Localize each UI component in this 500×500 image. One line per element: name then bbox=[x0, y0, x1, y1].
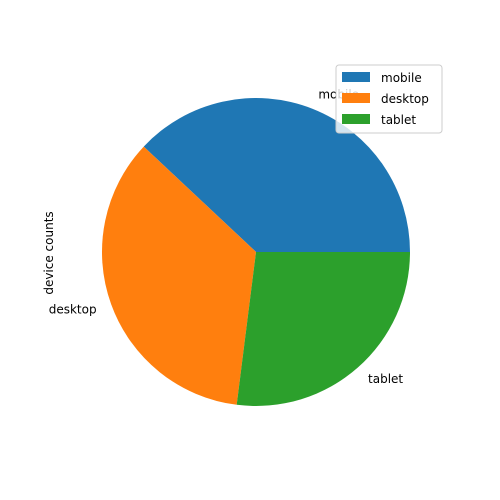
pie-slice-desktop bbox=[101, 146, 256, 405]
pie-slice-tablet bbox=[236, 252, 410, 407]
pie-slice-mobile bbox=[143, 98, 411, 252]
legend-label-desktop: desktop bbox=[381, 92, 429, 106]
legend-swatch-mobile bbox=[342, 72, 370, 82]
y-axis-label: device counts bbox=[42, 211, 56, 294]
legend-items: mobile desktop tablet bbox=[342, 71, 429, 127]
legend: mobile desktop tablet bbox=[335, 64, 443, 134]
slice-label-tablet: tablet bbox=[368, 372, 403, 386]
slice-label-desktop: desktop bbox=[49, 302, 97, 316]
pie-slices bbox=[101, 98, 411, 407]
legend-label-mobile: mobile bbox=[381, 71, 422, 85]
legend-swatch-tablet bbox=[342, 114, 370, 124]
legend-label-tablet: tablet bbox=[381, 113, 416, 127]
legend-swatch-desktop bbox=[342, 93, 370, 103]
